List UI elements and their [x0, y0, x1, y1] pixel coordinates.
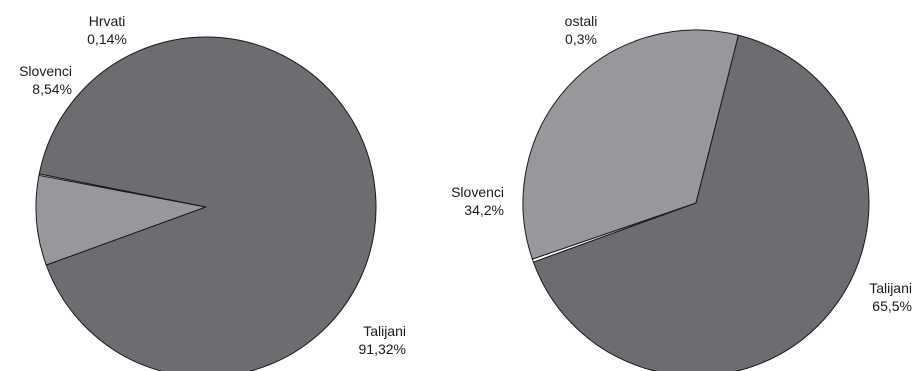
pie1-label-slovenci: Slovenci 8,54% [0, 62, 72, 98]
pie2-label-slovenci: Slovenci 34,2% [426, 183, 504, 219]
pie2-label-talijani: Talijani 65,5% [842, 279, 912, 315]
pie2-label-ostali: ostali 0,3% [556, 12, 606, 48]
pie1-hrvati-value: 0,14% [87, 31, 127, 47]
pie2-slice-talijani [532, 34, 870, 371]
pie2-ostali-name: ostali [564, 13, 598, 29]
pie1-slovenci-name: Slovenci [19, 63, 72, 79]
pie1-label-hrvati: Hrvati 0,14% [72, 12, 142, 48]
pie2-slovenci-value: 34,2% [464, 202, 504, 218]
pie1-slice-slovenci [35, 174, 207, 266]
pie1-slovenci-value: 8,54% [32, 81, 72, 97]
pie2-talijani-value: 65,5% [872, 298, 912, 314]
pie1-slice-talijani [38, 36, 377, 371]
pie2-ostali-value: 0,3% [565, 31, 597, 47]
pie1-talijani-name: Talijani [363, 323, 406, 339]
pie2-talijani-name: Talijani [869, 280, 912, 296]
pie1-talijani-value: 91,32% [358, 341, 406, 357]
pie1-hrvati-name: Hrvati [88, 13, 126, 29]
pie2-slovenci-name: Slovenci [451, 184, 504, 200]
pie1-label-talijani: Talijani 91,32% [336, 322, 406, 358]
pie2-slice-slovenci [522, 29, 739, 260]
